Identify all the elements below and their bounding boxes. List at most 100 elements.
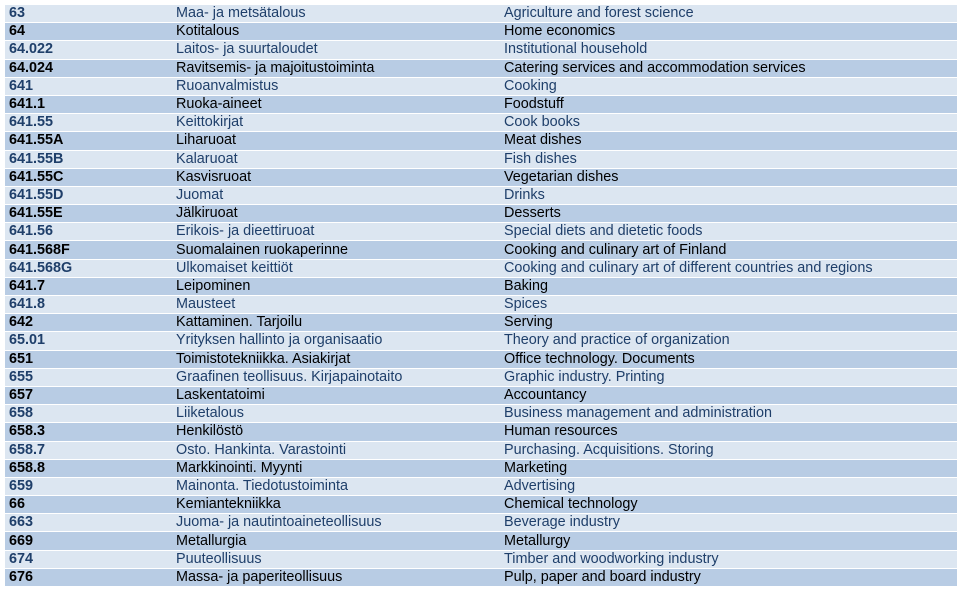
finnish-term-cell: Ruoanvalmistus	[176, 77, 279, 94]
english-term-cell: Catering services and accommodation serv…	[504, 59, 806, 76]
code-cell: 641.55A	[9, 132, 64, 149]
table-row: 663 Juoma- ja nautintoaineteollisuus Bever…	[5, 513, 957, 532]
code-cell: 641.8	[9, 296, 46, 313]
table-row: 641.8 Mausteet Spices	[5, 295, 957, 314]
finnish-term-cell: Erikois- ja dieettiruoat	[176, 223, 315, 240]
code-cell: 658.8	[9, 459, 46, 476]
table-row: 641.55D Juomat Drinks	[5, 186, 957, 205]
finnish-term-cell: Ulkomaiset keittiöt	[176, 259, 293, 276]
classification-table: 63 Maa- ja metsätalous Agriculture and for…	[5, 5, 957, 587]
english-term-cell: Cooking and culinary art of different co…	[504, 259, 873, 276]
finnish-term-cell: Maa- ja metsätalous	[176, 5, 306, 22]
finnish-term-cell: Kalaruoat	[176, 150, 238, 167]
english-term-cell: Pulp, paper and board industry	[504, 568, 701, 585]
table-row: 659 Mainonta. Tiedotustoiminta Advertising	[5, 477, 957, 496]
table-row: 674 Puuteollisuus Timber and woodworking i…	[5, 550, 957, 569]
english-term-cell: Chemical technology	[504, 496, 638, 513]
code-cell: 641.55C	[9, 168, 64, 185]
code-cell: 658.3	[9, 423, 46, 440]
code-cell: 659	[9, 477, 34, 494]
code-cell: 674	[9, 550, 34, 567]
finnish-term-cell: Mainonta. Tiedotustoiminta	[176, 477, 348, 494]
english-term-cell: Fish dishes	[504, 150, 577, 167]
english-term-cell: Agriculture and forest science	[504, 5, 694, 22]
finnish-term-cell: Juomat	[176, 186, 224, 203]
table-row: 65.01 Yrityksen hallinto ja organisaatio T…	[5, 331, 957, 351]
code-cell: 641.55	[9, 114, 54, 131]
finnish-term-cell: Laskentatoimi	[176, 387, 265, 404]
table-row: 64 Kotitalous Home economics	[5, 22, 957, 41]
english-term-cell: Advertising	[504, 477, 576, 494]
table-row: 641.568F Suomalainen ruokaperinne Cooking …	[5, 240, 957, 260]
table-row: 658.8 Markkinointi. Myynti Marketing	[5, 459, 957, 478]
english-term-cell: Special diets and dietetic foods	[504, 223, 703, 240]
english-term-cell: Cooking and culinary art of Finland	[504, 241, 727, 258]
code-cell: 64	[9, 23, 26, 40]
finnish-term-cell: Metallurgia	[176, 532, 247, 549]
english-term-cell: Institutional household	[504, 41, 648, 58]
code-cell: 655	[9, 368, 34, 385]
code-cell: 65.01	[9, 332, 46, 349]
finnish-term-cell: Massa- ja paperiteollisuus	[176, 568, 343, 585]
table-row: 658.3 Henkilöstö Human resources	[5, 422, 957, 441]
english-term-cell: Purchasing. Acquisitions. Storing	[504, 441, 714, 458]
finnish-term-cell: Yrityksen hallinto ja organisaatio	[176, 332, 383, 349]
english-term-cell: Cook books	[504, 114, 580, 131]
english-term-cell: Meat dishes	[504, 132, 582, 149]
table-row: 641.568G Ulkomaiset keittiöt Cooking and c…	[5, 259, 957, 278]
english-term-cell: Theory and practice of organization	[504, 332, 730, 349]
finnish-term-cell: Liharuoat	[176, 132, 237, 149]
code-cell: 658	[9, 405, 34, 422]
code-cell: 64.024	[9, 59, 54, 76]
english-term-cell: Drinks	[504, 186, 545, 203]
english-term-cell: Foodstuff	[504, 96, 564, 113]
table-row: 669 Metallurgia Metallurgy	[5, 531, 957, 551]
table-row: 641.55A Liharuoat Meat dishes	[5, 131, 957, 150]
english-term-cell: Office technology. Documents	[504, 350, 695, 367]
code-cell: 657	[9, 387, 34, 404]
finnish-term-cell: Graafinen teollisuus. Kirjapainotaito	[176, 368, 403, 385]
table-row: 641.56 Erikois- ja dieettiruoat Special di…	[5, 222, 957, 241]
finnish-term-cell: Laitos- ja suurtaloudet	[176, 41, 318, 58]
english-term-cell: Spices	[504, 296, 548, 313]
english-term-cell: Business management and administration	[504, 405, 772, 422]
code-cell: 641.1	[9, 96, 46, 113]
table-row: 66 Kemiantekniikka Chemical technology	[5, 495, 957, 514]
finnish-term-cell: Osto. Hankinta. Varastointi	[176, 441, 347, 458]
code-cell: 642	[9, 314, 34, 331]
english-term-cell: Beverage industry	[504, 514, 620, 531]
code-cell: 641.55E	[9, 205, 63, 222]
table-row: 655 Graafinen teollisuus. Kirjapainotaito…	[5, 368, 957, 387]
table-row: 641 Ruoanvalmistus Cooking	[5, 77, 957, 96]
table-row: 641.55C Kasvisruoat Vegetarian dishes	[5, 168, 957, 187]
table-row: 64.024 Ravitsemis- ja majoitustoiminta Cat…	[5, 59, 957, 78]
code-cell: 669	[9, 532, 34, 549]
english-term-cell: Serving	[504, 314, 553, 331]
finnish-term-cell: Liiketalous	[176, 405, 244, 422]
table-row: 641.55 Keittokirjat Cook books	[5, 113, 957, 132]
finnish-term-cell: Kemiantekniikka	[176, 496, 281, 513]
table-row: 642 Kattaminen. Tarjoilu Serving	[5, 313, 957, 332]
table-row: 63 Maa- ja metsätalous Agriculture and for…	[5, 5, 957, 23]
table-row: 641.55E Jälkiruoat Desserts	[5, 204, 957, 223]
finnish-term-cell: Kattaminen. Tarjoilu	[176, 314, 303, 331]
finnish-term-cell: Jälkiruoat	[176, 205, 238, 222]
finnish-term-cell: Ruoka-aineet	[176, 96, 262, 113]
table-row: 676 Massa- ja paperiteollisuus Pulp, paper…	[5, 568, 957, 587]
code-cell: 641.568G	[9, 259, 73, 276]
english-term-cell: Accountancy	[504, 387, 587, 404]
finnish-term-cell: Markkinointi. Myynti	[176, 459, 303, 476]
finnish-term-cell: Ravitsemis- ja majoitustoiminta	[176, 59, 375, 76]
english-term-cell: Home economics	[504, 23, 616, 40]
english-term-cell: Human resources	[504, 423, 618, 440]
table-row: 641.7 Leipominen Baking	[5, 277, 957, 296]
finnish-term-cell: Mausteet	[176, 296, 236, 313]
finnish-term-cell: Suomalainen ruokaperinne	[176, 241, 349, 258]
finnish-term-cell: Kotitalous	[176, 23, 240, 40]
table-row: 64.022 Laitos- ja suurtaloudet Institution…	[5, 40, 957, 60]
code-cell: 651	[9, 350, 34, 367]
code-cell: 641.55D	[9, 186, 64, 203]
table-row: 641.1 Ruoka-aineet Foodstuff	[5, 95, 957, 114]
table-row: 658.7 Osto. Hankinta. Varastointi Purchasi…	[5, 441, 957, 460]
english-term-cell: Graphic industry. Printing	[504, 368, 665, 385]
